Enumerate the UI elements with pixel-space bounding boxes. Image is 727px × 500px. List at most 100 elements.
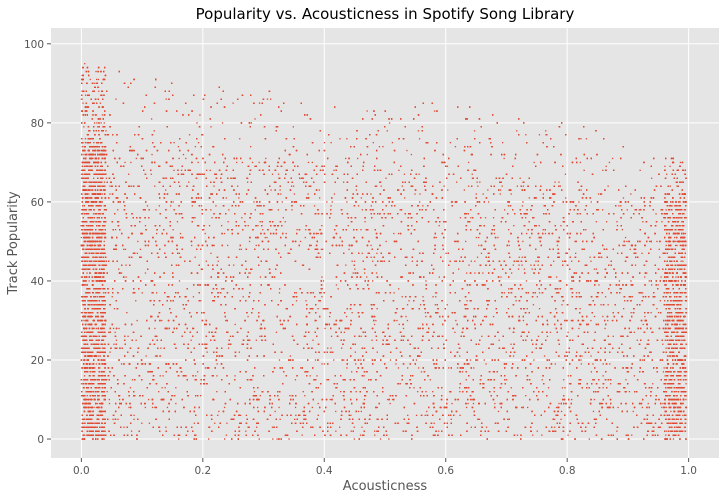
data-point	[98, 90, 100, 92]
data-point	[620, 205, 622, 207]
data-point	[543, 355, 546, 357]
data-point	[86, 395, 88, 397]
data-point	[425, 315, 427, 318]
data-point	[329, 398, 331, 401]
data-point	[185, 157, 187, 160]
data-point	[106, 391, 108, 393]
data-point	[571, 280, 573, 282]
data-point	[571, 201, 573, 203]
data-point	[205, 260, 207, 262]
data-point	[127, 335, 129, 337]
data-point	[467, 161, 470, 164]
data-point	[476, 181, 478, 183]
data-point	[158, 205, 160, 207]
data-point	[115, 339, 118, 341]
data-point	[91, 114, 94, 116]
data-point	[259, 395, 261, 397]
data-point	[223, 406, 226, 409]
data-point	[351, 260, 353, 262]
data-point	[93, 260, 95, 262]
data-point	[386, 343, 388, 345]
data-point	[196, 225, 199, 227]
data-point	[370, 256, 372, 258]
data-point	[389, 335, 391, 337]
data-point	[684, 300, 687, 302]
data-point	[579, 161, 581, 164]
data-point	[636, 339, 638, 341]
data-point	[241, 217, 243, 219]
data-point	[685, 264, 687, 266]
data-point	[470, 217, 472, 219]
data-point	[311, 406, 313, 409]
data-point	[542, 229, 544, 231]
data-point	[647, 402, 649, 405]
data-point	[682, 339, 684, 341]
data-point	[86, 355, 88, 357]
data-point	[594, 280, 596, 282]
data-point	[418, 367, 420, 369]
data-point	[160, 347, 162, 349]
data-point	[317, 414, 319, 416]
data-point	[489, 379, 491, 381]
data-point	[165, 426, 167, 428]
data-point	[468, 185, 470, 187]
data-point	[641, 359, 644, 361]
data-point	[91, 181, 93, 183]
data-point	[94, 296, 96, 298]
data-point	[223, 232, 226, 235]
data-point	[257, 225, 259, 227]
data-point	[588, 438, 590, 440]
data-point	[507, 205, 509, 207]
data-point	[410, 153, 413, 156]
data-point	[93, 296, 95, 298]
data-point	[671, 426, 673, 428]
data-point	[388, 438, 390, 440]
data-point	[474, 260, 476, 262]
data-point	[536, 430, 538, 432]
data-point	[226, 422, 228, 424]
data-point	[156, 292, 158, 294]
data-point	[657, 312, 660, 314]
data-point	[93, 347, 95, 349]
data-point	[405, 315, 407, 318]
data-point	[221, 225, 223, 227]
data-point	[86, 434, 88, 436]
data-point	[88, 280, 90, 282]
data-point	[112, 327, 115, 330]
data-point	[663, 367, 665, 369]
data-point	[336, 165, 338, 167]
data-point	[353, 260, 356, 262]
data-point	[99, 149, 101, 152]
data-point	[93, 209, 95, 211]
data-point	[153, 130, 155, 132]
data-point	[317, 308, 319, 310]
data-point	[494, 402, 496, 405]
data-point	[660, 276, 662, 278]
data-point	[366, 276, 368, 278]
data-point	[684, 430, 686, 432]
data-point	[293, 193, 296, 195]
data-point	[602, 209, 604, 211]
data-point	[674, 205, 676, 207]
data-point	[474, 272, 476, 274]
data-point	[201, 205, 203, 207]
data-point	[208, 225, 211, 227]
data-point	[361, 426, 363, 428]
data-point	[478, 244, 480, 247]
data-point	[681, 181, 683, 183]
data-point	[681, 343, 683, 345]
data-point	[97, 185, 99, 187]
data-point	[683, 426, 686, 428]
data-point	[669, 165, 671, 167]
data-point	[93, 422, 95, 424]
data-points	[80, 63, 687, 440]
data-point	[81, 98, 83, 100]
data-point	[128, 173, 130, 175]
data-point	[567, 331, 569, 333]
data-point	[419, 201, 421, 203]
data-point	[83, 375, 86, 377]
data-point	[663, 391, 665, 393]
data-point	[101, 438, 103, 440]
data-point	[483, 359, 485, 361]
data-point	[555, 292, 558, 294]
